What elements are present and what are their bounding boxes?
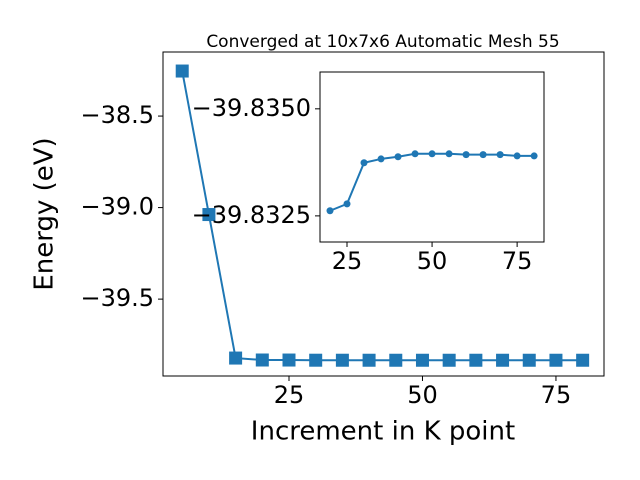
point (513, 152, 521, 160)
point (335, 353, 349, 367)
point (282, 353, 296, 367)
x-tick-label: 25 (274, 381, 305, 409)
point (549, 353, 563, 367)
point (415, 353, 429, 367)
x-tick-label: 75 (502, 247, 533, 275)
y-tick-label: −39.0 (80, 193, 154, 221)
point (175, 64, 189, 78)
point (326, 207, 334, 215)
point (309, 353, 323, 367)
point (229, 351, 243, 365)
point (389, 353, 403, 367)
point (377, 155, 385, 163)
point (202, 208, 216, 222)
point (360, 159, 368, 167)
x-tick-label: 50 (407, 381, 438, 409)
x-tick-label: 75 (541, 381, 572, 409)
point (362, 353, 376, 367)
x-axis-label: Increment in K point (251, 417, 515, 447)
point (255, 353, 269, 367)
y-axis-label: Energy (eV) (30, 137, 60, 290)
x-tick-label: 25 (332, 247, 363, 275)
point (469, 353, 483, 367)
point (496, 151, 504, 159)
y-tick-label: −39.8350 (192, 94, 311, 122)
x-tick-label: 50 (417, 247, 448, 275)
y-tick-label: −38.5 (80, 101, 154, 129)
y-tick-label: −39.5 (80, 284, 154, 312)
point (530, 152, 538, 160)
series-line (181, 70, 583, 362)
chart-title: Converged at 10x7x6 Automatic Mesh 55 (206, 32, 559, 52)
point (576, 353, 590, 367)
point (479, 151, 487, 159)
point (411, 150, 419, 158)
point (394, 153, 402, 161)
point (442, 353, 456, 367)
point (462, 151, 470, 159)
point (445, 150, 453, 158)
point (522, 353, 536, 367)
point (343, 200, 351, 208)
point (496, 353, 510, 367)
y-tick-label: −39.8325 (192, 201, 311, 229)
point (428, 150, 436, 158)
